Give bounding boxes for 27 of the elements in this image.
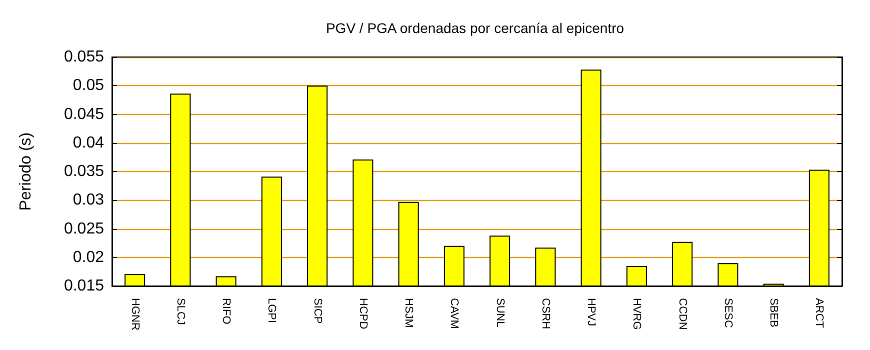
- x-tick-label: SUNL: [494, 298, 506, 328]
- y-tick-label: 0.04: [72, 134, 104, 152]
- y-tick-label: 0.035: [64, 163, 104, 180]
- x-tick-label: LGPI: [266, 298, 278, 324]
- y-tick-label: 0.05: [72, 77, 104, 94]
- x-tick-label: SESC: [722, 298, 734, 328]
- y-tick-label: 0.03: [72, 192, 104, 209]
- x-tick-label: SLCJ: [174, 298, 186, 325]
- y-tick-label: 0.015: [64, 278, 104, 294]
- chart-title: PGV / PGA ordenadas por cercanía al epicentro: [326, 20, 624, 36]
- x-tick-label: RIFO: [220, 298, 232, 325]
- x-tick-label: CAVM: [448, 298, 460, 329]
- x-tick-label: HPVJ: [585, 298, 598, 326]
- y-tick-label: 0.045: [64, 106, 104, 123]
- y-tick-label: 0.02: [72, 248, 104, 266]
- y-tick-label: 0.055: [64, 48, 104, 66]
- x-tick-label: CSRH: [539, 298, 552, 330]
- y-tick-label: 0.025: [64, 220, 104, 238]
- x-tick-label: SBEB: [768, 298, 780, 328]
- x-tick-label: HGNR: [128, 298, 141, 330]
- x-tick-label: HVRG: [630, 298, 643, 330]
- x-tick-label: HCPD: [356, 298, 369, 330]
- y-axis-title: Periodo (s): [18, 132, 34, 211]
- x-tick-label: HSJM: [402, 298, 415, 328]
- x-tick-label: CCDN: [676, 298, 688, 330]
- x-tick-label: ARCT: [813, 298, 826, 328]
- x-tick-label: SICP: [311, 298, 324, 324]
